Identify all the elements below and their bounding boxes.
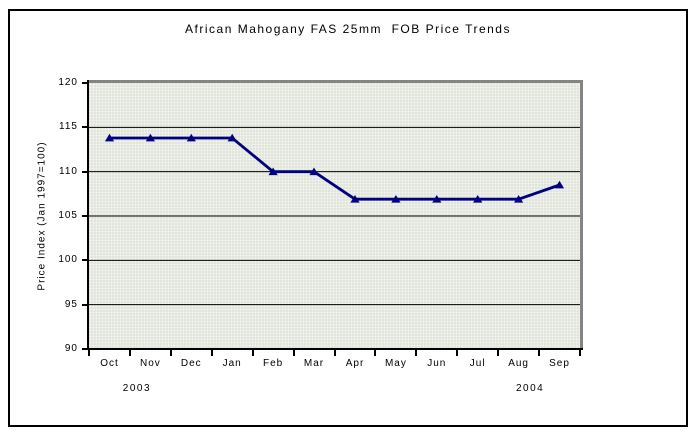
year-label-2004: 2004 [515, 383, 545, 394]
y-axis-line [87, 80, 89, 350]
data-point-marker-Sep [554, 180, 565, 189]
x-tick-mark-0 [88, 349, 90, 356]
x-tick-label-Feb: Feb [262, 358, 284, 369]
data-point-marker-Jul [473, 195, 483, 203]
x-tick-mark-10 [497, 349, 500, 356]
x-tick-mark-8 [415, 349, 418, 356]
x-tick-label-Jan: Jan [222, 358, 242, 369]
data-point-marker-Feb [268, 167, 278, 176]
y-tick-mark-105 [82, 215, 88, 217]
y-tick-mark-115 [82, 126, 88, 129]
x-tick-mark-2 [169, 349, 172, 356]
y-tick-mark-95 [82, 303, 88, 306]
x-tick-label-Mar: Mar [303, 358, 325, 369]
x-tick-label-Dec: Dec [180, 358, 202, 369]
x-tick-mark-5 [292, 349, 295, 356]
x-tick-label-Oct: Oct [100, 358, 119, 369]
x-tick-mark-12 [579, 349, 581, 356]
x-tick-label-May: May [384, 358, 407, 369]
data-point-marker-Jan [227, 133, 237, 142]
year-label-2003: 2003 [122, 383, 152, 394]
y-tick-label-120: 120 [58, 77, 78, 88]
x-tick-mark-11 [538, 349, 541, 356]
y-tick-mark-110 [82, 170, 88, 173]
plot-area-border-top [89, 80, 583, 83]
x-tick-mark-1 [128, 349, 131, 356]
data-point-marker-May [391, 195, 401, 203]
x-tick-mark-9 [456, 349, 459, 356]
data-point-marker-Apr [350, 195, 360, 203]
y-tick-label-110: 110 [59, 165, 78, 177]
y-tick-label-90: 90 [64, 343, 78, 354]
y-tick-label-95: 95 [64, 298, 78, 310]
data-point-marker-Oct [104, 133, 115, 142]
x-tick-mark-3 [210, 349, 213, 356]
data-point-marker-Dec [186, 133, 196, 142]
y-tick-mark-90 [82, 348, 88, 350]
x-tick-label-Jun: Jun [427, 358, 447, 369]
data-point-marker-Jun [432, 195, 442, 203]
plot-area-border-right [580, 80, 583, 349]
y-tick-mark-100 [82, 259, 88, 262]
x-tick-label-Jul: Jul [469, 358, 486, 369]
price-line [109, 136, 560, 201]
chart-title: African Mahogany FAS 25mm FOB Price Tren… [185, 22, 511, 36]
y-tick-label-105: 105 [58, 210, 78, 221]
x-tick-label-Aug: Aug [508, 358, 529, 369]
x-tick-label-Apr: Apr [345, 358, 365, 369]
x-tick-mark-6 [333, 349, 336, 356]
y-tick-mark-120 [82, 82, 88, 84]
x-tick-label-Nov: Nov [139, 358, 161, 369]
price-trend-line-chart [89, 126, 580, 306]
data-point-marker-Aug [514, 195, 524, 203]
y-tick-label-115: 115 [59, 121, 78, 133]
data-point-marker-Mar [309, 167, 319, 176]
x-tick-mark-4 [251, 349, 254, 356]
y-tick-label-100: 100 [58, 254, 78, 266]
x-tick-mark-7 [374, 349, 377, 356]
x-tick-label-Sep: Sep [549, 358, 570, 369]
data-point-marker-Nov [145, 133, 155, 142]
